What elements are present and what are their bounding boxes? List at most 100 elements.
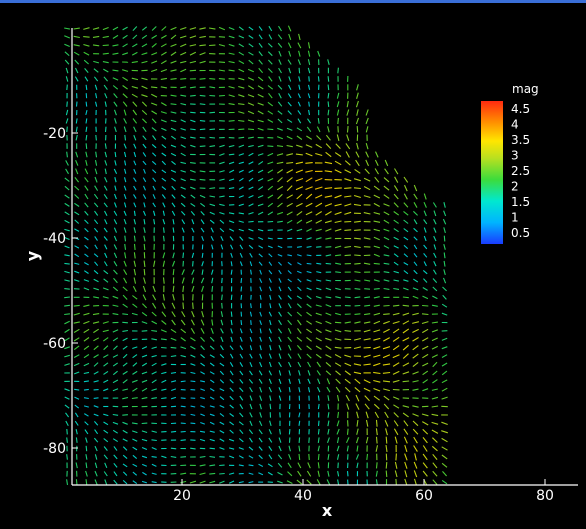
vector-arrow <box>180 354 186 358</box>
vector-arrow <box>373 211 381 215</box>
vector-arrow <box>239 328 243 334</box>
vector-arrow <box>112 413 119 416</box>
vector-arrow <box>249 361 253 368</box>
vector-arrow <box>122 34 128 39</box>
vector-arrow <box>75 428 78 435</box>
vector-arrow <box>112 388 119 392</box>
vector-arrow <box>278 361 282 368</box>
vector-arrow <box>402 412 409 418</box>
vector-arrow <box>345 143 351 150</box>
vector-arrow <box>123 210 127 216</box>
vector-arrow <box>325 296 332 299</box>
vector-arrow <box>403 262 409 266</box>
vector-arrow <box>248 228 254 232</box>
vector-arrow <box>375 479 378 485</box>
vector-arrow <box>325 312 332 316</box>
vector-arrow <box>382 346 391 350</box>
vector-arrow <box>114 126 117 133</box>
vector-arrow <box>142 118 147 124</box>
vector-arrow <box>180 178 186 182</box>
vector-arrow <box>210 236 214 241</box>
vector-arrow <box>229 404 234 409</box>
vector-arrow <box>306 228 312 232</box>
vector-arrow <box>373 228 381 232</box>
vector-arrow <box>64 254 70 257</box>
vector-arrow <box>353 346 362 350</box>
vector-arrow <box>172 294 175 301</box>
vector-arrow <box>363 262 371 265</box>
vector-arrow <box>441 379 448 384</box>
vector-arrow <box>238 144 245 148</box>
vector-arrow <box>190 354 196 358</box>
vector-arrow <box>441 446 448 451</box>
vector-arrow <box>325 361 332 368</box>
vector-arrow <box>325 134 331 141</box>
vector-arrow <box>306 470 312 477</box>
vector-arrow <box>353 187 361 190</box>
vector-arrow <box>249 311 253 317</box>
vector-arrow <box>257 211 264 215</box>
vector-arrow <box>238 43 244 48</box>
vector-arrow <box>363 346 371 349</box>
vector-arrow <box>247 102 255 106</box>
vector-arrow <box>211 277 214 284</box>
vector-arrow <box>413 202 418 208</box>
vector-arrow <box>298 420 301 426</box>
vector-arrow <box>219 178 225 181</box>
vector-arrow <box>122 471 128 476</box>
vector-arrow <box>315 312 322 316</box>
vector-arrow <box>103 454 108 460</box>
vector-arrow <box>267 161 274 165</box>
vector-arrow <box>278 344 282 351</box>
vector-arrow <box>278 319 282 326</box>
vector-arrow <box>383 304 390 307</box>
vector-arrow <box>394 461 398 469</box>
vector-arrow <box>189 60 197 64</box>
vector-arrow <box>287 319 293 326</box>
vector-arrow <box>441 437 448 443</box>
vector-arrow <box>113 454 118 460</box>
vector-arrow <box>383 395 390 401</box>
vector-arrow <box>326 378 331 385</box>
vector-arrow <box>199 170 206 173</box>
vector-arrow <box>413 236 418 241</box>
vector-arrow <box>65 67 69 74</box>
vector-arrow <box>277 202 283 208</box>
vector-arrow <box>65 168 69 175</box>
vector-arrow <box>307 462 311 469</box>
vector-arrow <box>269 420 272 427</box>
vector-arrow <box>180 86 187 89</box>
vector-arrow <box>142 303 147 309</box>
vector-arrow <box>344 378 351 384</box>
vector-arrow <box>315 143 322 149</box>
vector-arrow <box>422 337 429 342</box>
vector-arrow <box>277 42 283 48</box>
vector-arrow <box>394 470 398 478</box>
vector-arrow <box>306 254 312 257</box>
vector-arrow <box>209 354 215 358</box>
vector-arrow <box>268 387 272 393</box>
vector-arrow <box>441 362 448 367</box>
vector-arrow <box>132 387 138 392</box>
vector-arrow <box>315 152 323 157</box>
vector-arrow <box>382 371 391 374</box>
vector-field-arrows <box>64 25 448 486</box>
vector-arrow <box>160 86 167 89</box>
vector-arrow <box>64 337 70 342</box>
vector-arrow <box>102 296 109 299</box>
vector-arrow <box>190 371 196 375</box>
vector-arrow <box>209 195 216 198</box>
vector-arrow <box>383 403 390 410</box>
vector-arrow <box>170 135 177 140</box>
vector-arrow <box>161 177 167 182</box>
vector-arrow <box>267 471 273 476</box>
vector-arrow <box>200 388 205 392</box>
vector-arrow <box>365 117 369 125</box>
vector-arrow <box>219 480 225 484</box>
vector-arrow <box>228 480 235 484</box>
x-tick-label: 60 <box>415 488 433 504</box>
vector-arrow <box>151 346 157 350</box>
vector-arrow <box>180 119 186 123</box>
vector-arrow <box>365 151 369 158</box>
vector-arrow <box>422 269 428 275</box>
